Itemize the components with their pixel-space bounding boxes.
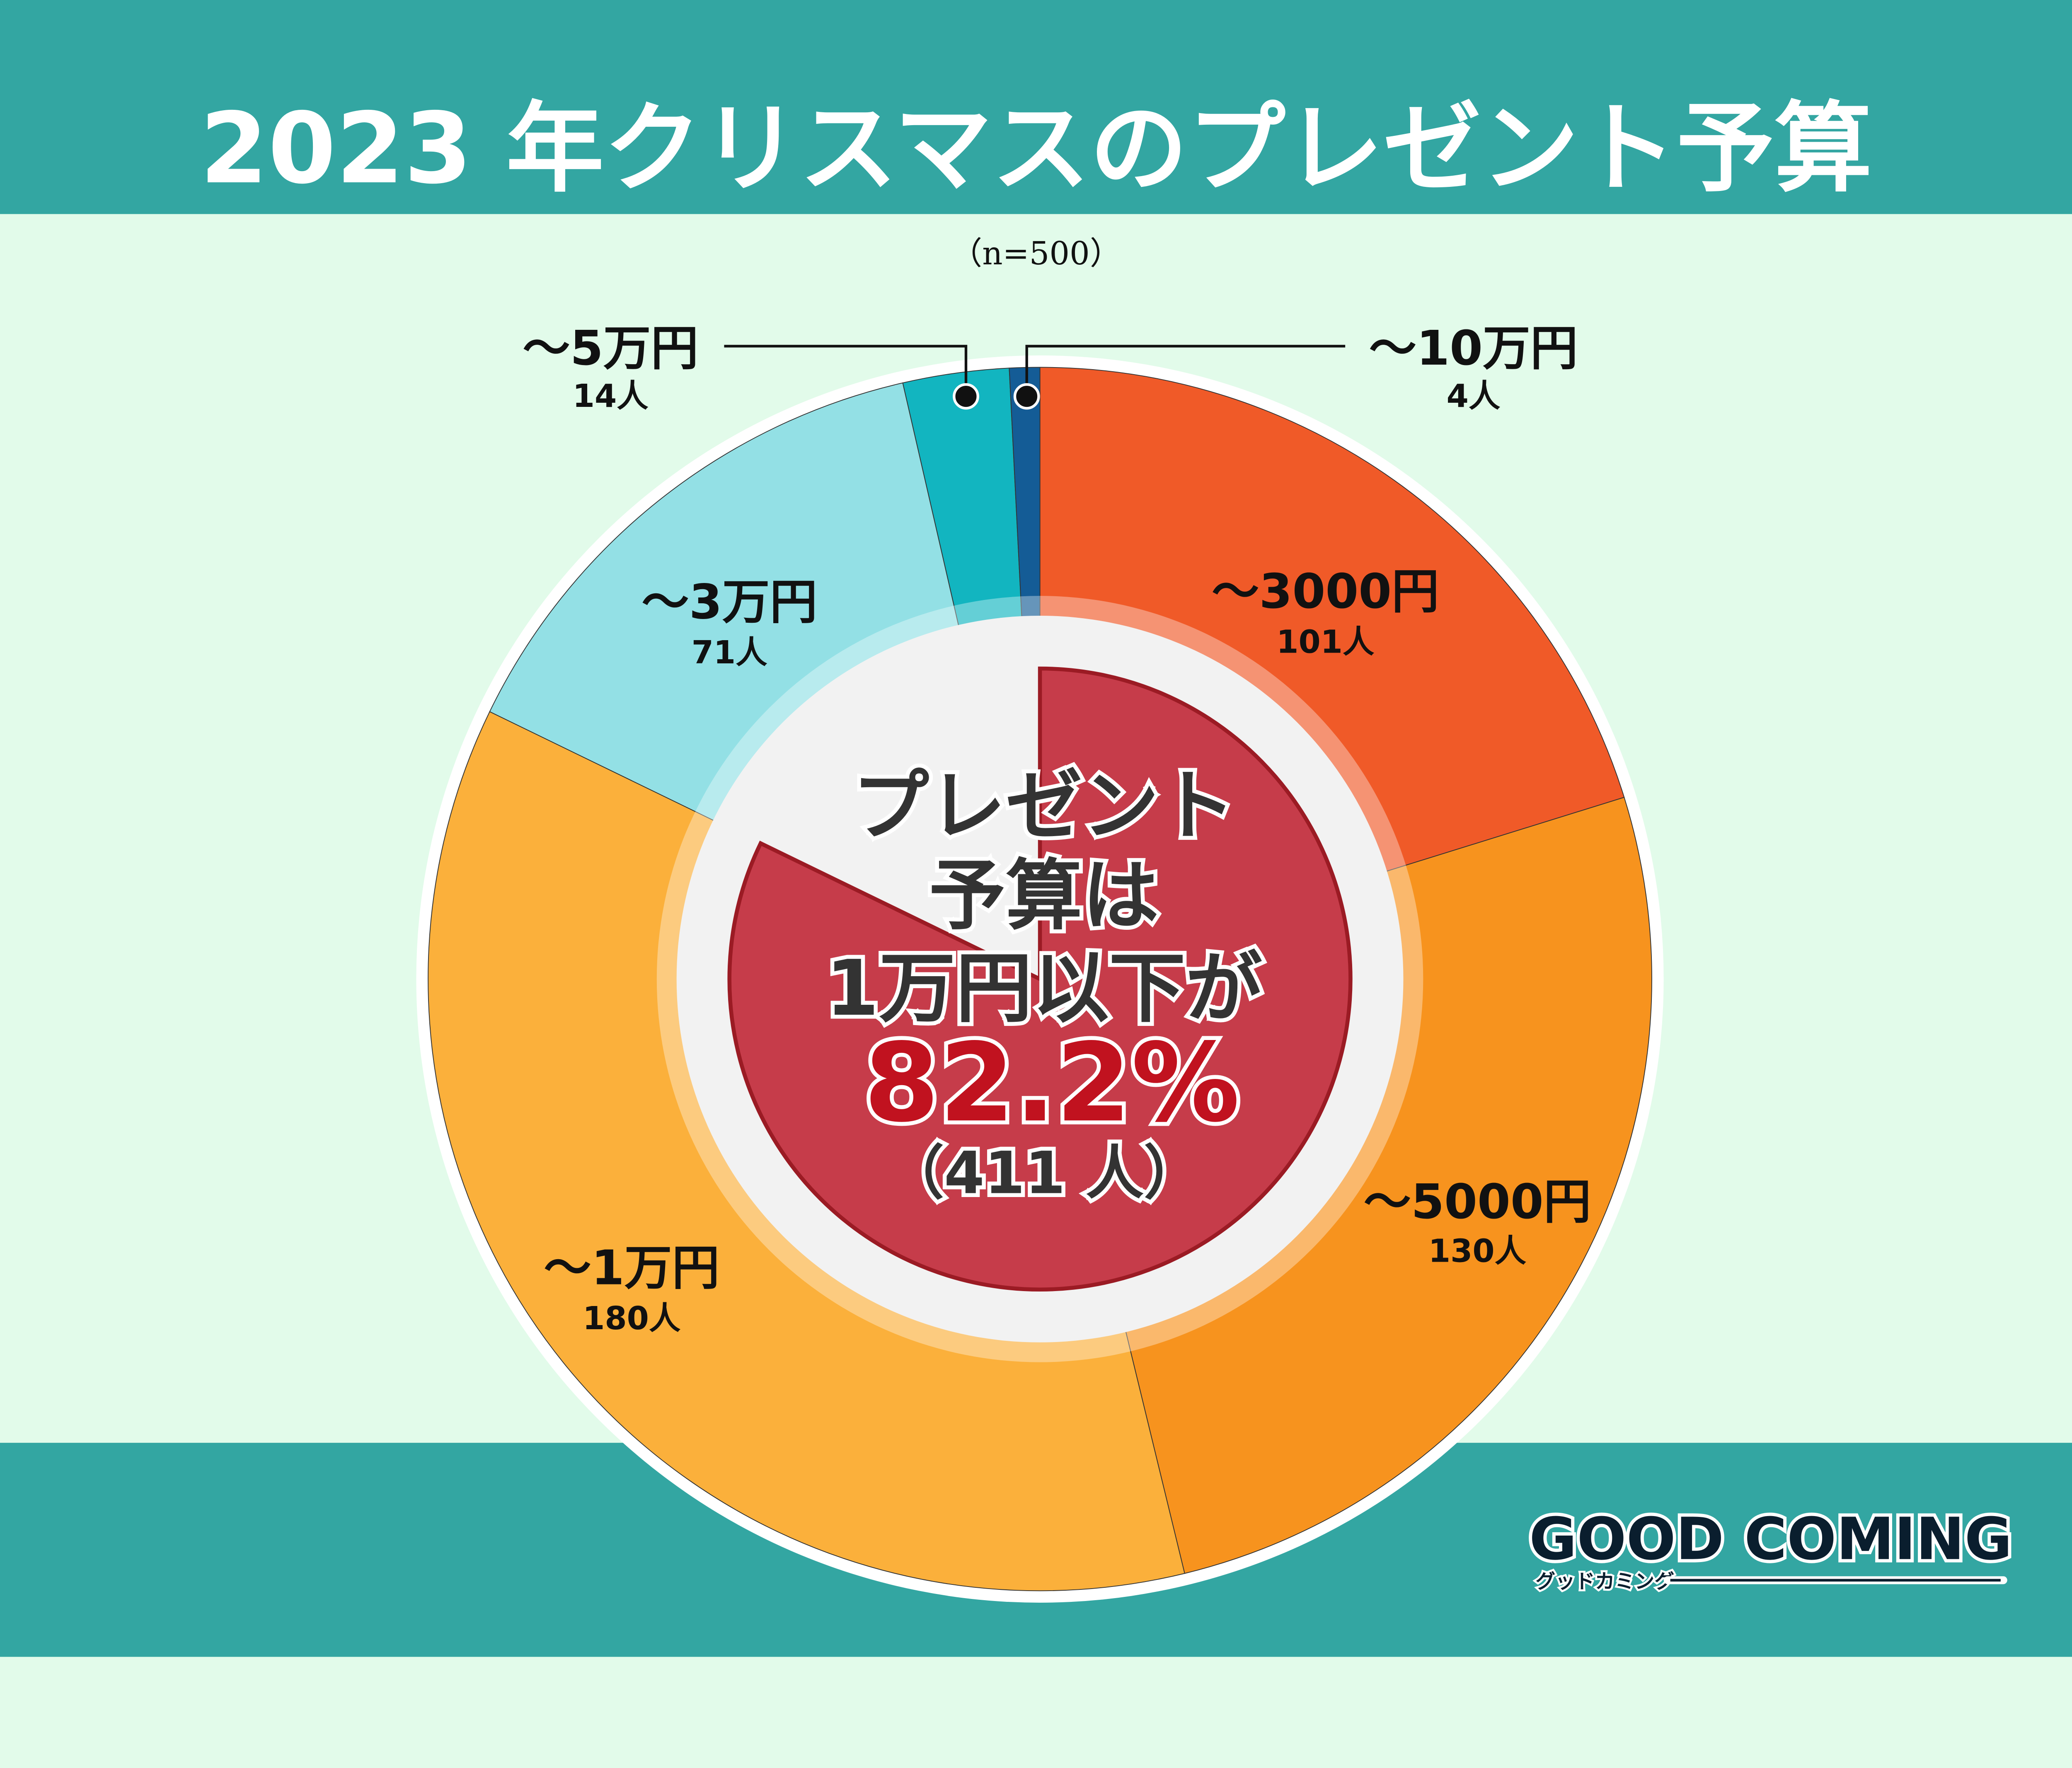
highlight-slice [727, 666, 1353, 1292]
center-percent: 82.2% [864, 1020, 1240, 1146]
callout-5man [724, 345, 979, 410]
value-3000: 101人 [1276, 624, 1375, 660]
label-3000: ～3000円 [1212, 564, 1439, 619]
center-line-2: 予算は [929, 851, 1159, 941]
center-line-3: 1万円以下が [825, 943, 1262, 1033]
label-10man: ～10万円 [1369, 321, 1578, 376]
header-band [0, 0, 2072, 214]
value-10man: 4人 [1447, 378, 1501, 415]
center-line-1: プレゼント [852, 761, 1236, 851]
center-count: （411 人） [886, 1139, 1202, 1207]
label-5man: ～5万円 [523, 321, 698, 376]
logo-main: GOOD COMING [1529, 1506, 2012, 1573]
label-1man: ～1万円 [544, 1240, 719, 1296]
sample-size: （n=500） [951, 235, 1121, 272]
callout-10man [1013, 345, 1346, 410]
chart: 2023 年クリスマスのプレゼント予算 （n=500） ～3000円 101人 … [0, 0, 2072, 1657]
value-5000: 130人 [1428, 1233, 1527, 1270]
value-3man: 71人 [692, 634, 767, 671]
logo-sub: グッドカミング [1535, 1570, 1674, 1593]
page-title: 2023 年クリスマスのプレゼント予算 [200, 92, 1872, 206]
value-5man: 14人 [573, 378, 649, 415]
label-3man: ～3万円 [641, 574, 817, 630]
label-5000: ～5000円 [1364, 1174, 1591, 1230]
value-1man: 180人 [583, 1300, 681, 1337]
